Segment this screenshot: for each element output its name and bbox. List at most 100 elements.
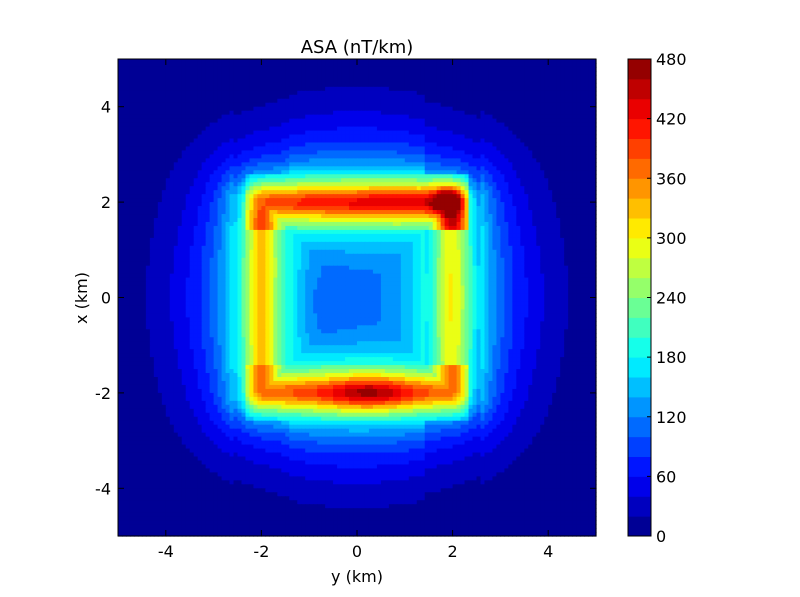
heatmap-cell: [157, 82, 163, 88]
heatmap-cell: [277, 130, 282, 136]
heatmap-cell: [253, 90, 259, 96]
heatmap-cell: [376, 59, 382, 64]
heatmap-cell: [360, 74, 366, 80]
heatmap-cell: [337, 146, 342, 152]
heatmap-cell: [281, 90, 286, 96]
heatmap-cell: [293, 178, 298, 183]
heatmap-cell: [468, 74, 474, 80]
heatmap-cell: [317, 186, 322, 191]
heatmap-cell: [368, 59, 374, 64]
heatmap-cell: [392, 146, 398, 152]
heatmap-cell: [540, 206, 545, 211]
heatmap-cell: [341, 150, 346, 156]
heatmap-cell: [364, 78, 370, 84]
heatmap-cell: [408, 90, 414, 96]
heatmap-cell: [372, 162, 378, 167]
heatmap-cell: [368, 221, 374, 227]
heatmap-cell: [225, 90, 231, 96]
heatmap-cell: [321, 186, 326, 191]
heatmap-cell: [424, 154, 430, 159]
heatmap-cell: [368, 158, 374, 163]
heatmap-cell: [145, 130, 151, 136]
heatmap-cell: [572, 66, 577, 72]
heatmap-cell: [229, 110, 235, 116]
heatmap-cell: [185, 122, 191, 128]
heatmap-cell: [141, 114, 147, 120]
heatmap-cell: [432, 98, 438, 104]
heatmap-cell: [436, 74, 442, 80]
heatmap-cell: [237, 82, 243, 88]
heatmap-cell: [333, 190, 338, 195]
heatmap-cell: [173, 130, 179, 136]
heatmap-cell: [297, 154, 302, 159]
heatmap-cell: [233, 218, 239, 223]
heatmap-cell: [368, 138, 374, 144]
heatmap-cell: [580, 198, 585, 203]
heatmap-cell: [325, 70, 330, 76]
heatmap-cell: [412, 94, 418, 100]
heatmap-cell: [317, 82, 322, 88]
heatmap-cell: [253, 206, 259, 211]
heatmap-cell: [372, 146, 378, 152]
heatmap-cell: [269, 178, 274, 183]
heatmap-cell: [297, 138, 302, 144]
heatmap-cell: [424, 178, 430, 183]
heatmap-cell: [269, 174, 274, 179]
heatmap-cell: [532, 82, 537, 88]
heatmap-cell: [233, 90, 239, 96]
heatmap-cell: [313, 186, 318, 191]
heatmap-cell: [368, 98, 374, 104]
heatmap-cell: [592, 78, 597, 84]
heatmap-cell: [169, 110, 175, 116]
heatmap-cell: [460, 202, 466, 207]
heatmap-cell: [297, 134, 302, 140]
heatmap-cell: [349, 182, 354, 187]
heatmap-cell: [205, 162, 211, 167]
heatmap-cell: [524, 118, 529, 124]
heatmap-cell: [396, 130, 402, 136]
heatmap-cell: [384, 150, 390, 156]
heatmap-cell: [321, 158, 326, 163]
heatmap-cell: [444, 122, 450, 128]
heatmap-cell: [572, 186, 577, 191]
heatmap-cell: [273, 178, 278, 183]
heatmap-cell: [488, 166, 494, 171]
heatmap-cell: [408, 198, 414, 203]
heatmap-cell: [360, 122, 366, 128]
heatmap-cell: [524, 138, 529, 144]
heatmap-cell: [197, 186, 203, 191]
heatmap-cell: [125, 202, 131, 207]
heatmap-cell: [388, 194, 394, 199]
heatmap-cell: [424, 106, 430, 112]
heatmap-cell: [137, 182, 143, 187]
heatmap-cell: [253, 94, 259, 100]
heatmap-cell: [364, 170, 370, 175]
heatmap-cell: [185, 82, 191, 88]
heatmap-cell: [265, 206, 270, 211]
heatmap-cell: [388, 130, 394, 136]
heatmap-cell: [121, 110, 127, 116]
heatmap-cell: [129, 94, 135, 100]
heatmap-cell: [357, 82, 362, 88]
heatmap-cell: [496, 126, 501, 132]
heatmap-cell: [321, 174, 326, 179]
heatmap-cell: [372, 78, 378, 84]
heatmap-cell: [404, 82, 410, 88]
heatmap-cell: [153, 194, 159, 199]
heatmap-cell: [165, 82, 171, 88]
heatmap-cell: [225, 186, 231, 191]
heatmap-cell: [209, 178, 215, 183]
heatmap-cell: [349, 142, 354, 148]
heatmap-cell: [269, 106, 274, 112]
heatmap-cell: [500, 198, 505, 203]
heatmap-cell: [512, 186, 517, 191]
heatmap-cell: [432, 150, 438, 156]
heatmap-cell: [540, 150, 545, 156]
heatmap-cell: [125, 206, 131, 211]
heatmap-cell: [472, 202, 478, 207]
heatmap-cell: [269, 154, 274, 159]
heatmap-cell: [221, 118, 227, 124]
heatmap-cell: [588, 118, 593, 124]
heatmap-cell: [432, 202, 438, 207]
heatmap-cell: [205, 110, 211, 116]
